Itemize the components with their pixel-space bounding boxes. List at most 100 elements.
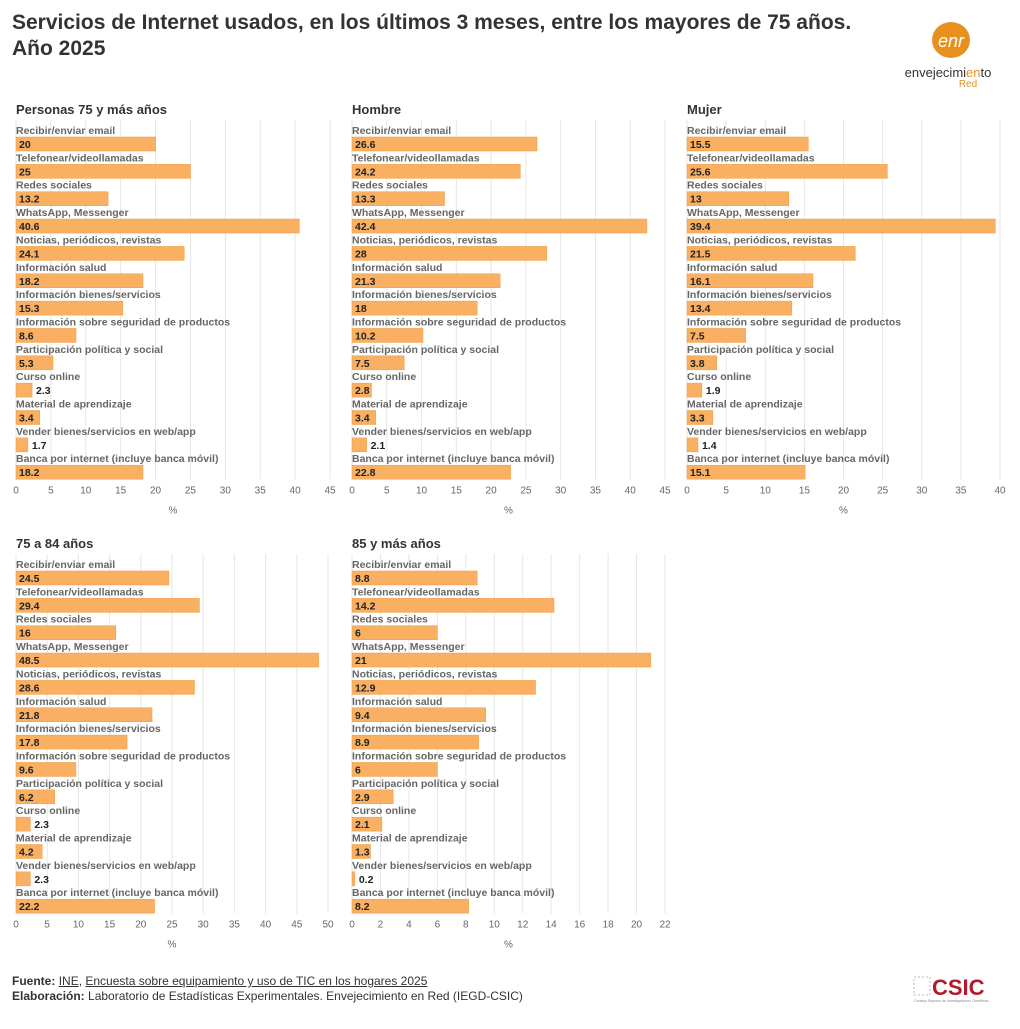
x-tick-label: 10: [489, 920, 501, 931]
value-label: 13.3: [355, 194, 376, 206]
value-label: 24.2: [355, 166, 376, 178]
category-label: Noticias, periódicos, revistas: [352, 234, 497, 246]
bar: [351, 191, 445, 206]
bar: [15, 246, 185, 261]
x-tick-label: 0: [349, 920, 355, 931]
x-axis-label: %: [839, 506, 848, 517]
bar: [351, 734, 479, 750]
x-tick-label: 15: [104, 920, 116, 931]
value-label: 16: [19, 628, 31, 640]
category-label: Noticias, periódicos, revistas: [687, 234, 832, 246]
panel-title: Personas 75 y más años: [16, 102, 167, 117]
value-label: 16.1: [690, 276, 711, 288]
bar: [351, 871, 356, 887]
x-tick-label: 30: [555, 486, 567, 497]
x-tick-label: 35: [955, 486, 967, 497]
category-label: WhatsApp, Messenger: [352, 641, 465, 653]
x-tick-label: 14: [546, 920, 558, 931]
category-label: Información bienes/servicios: [352, 723, 497, 735]
x-tick-label: 16: [574, 920, 586, 931]
x-tick-label: 22: [659, 920, 671, 931]
category-label: WhatsApp, Messenger: [352, 207, 465, 219]
bar: [351, 816, 383, 832]
bar: [15, 136, 156, 152]
value-label: 13: [690, 194, 702, 206]
bar: [686, 328, 746, 343]
x-axis-label: %: [504, 506, 513, 517]
bar: [15, 680, 195, 695]
x-tick-label: 10: [416, 486, 428, 497]
category-label: Noticias, periódicos, revistas: [16, 234, 161, 246]
bar: [351, 570, 478, 586]
x-tick-label: 10: [760, 486, 772, 497]
bar: [351, 300, 478, 316]
bar: [686, 246, 856, 261]
svg-text:CSIC: CSIC: [932, 975, 985, 1000]
bar: [15, 898, 155, 914]
bar: [351, 136, 538, 152]
category-label: Redes sociales: [16, 180, 92, 192]
x-tick-label: 20: [631, 920, 643, 931]
bar: [351, 598, 555, 613]
bar: [686, 410, 714, 425]
value-label: 24.1: [19, 248, 40, 260]
category-label: Participación política y social: [687, 344, 834, 356]
value-label: 28: [355, 248, 367, 260]
value-label: 2.8: [355, 385, 370, 397]
ine-link[interactable]: INE: [58, 974, 79, 988]
category-label: Material de aprendizaje: [16, 833, 132, 845]
value-label: 2.3: [34, 819, 49, 831]
category-label: Información salud: [352, 696, 442, 708]
x-axis-label: %: [168, 940, 177, 951]
survey-link[interactable]: Encuesta sobre equipamiento y uso de TIC…: [85, 974, 428, 988]
category-label: Vender bienes/servicios en web/app: [16, 426, 196, 438]
bar: [351, 844, 371, 859]
value-label: 25.6: [690, 166, 711, 178]
x-axis-label: %: [169, 506, 178, 517]
bar: [686, 437, 699, 453]
x-tick-label: 35: [229, 920, 241, 931]
bar: [351, 410, 376, 425]
value-label: 18.2: [19, 467, 40, 479]
value-label: 15.5: [690, 139, 711, 151]
value-label: 6: [355, 764, 361, 776]
category-label: Banca por internet (incluye banca móvil): [352, 887, 554, 899]
value-label: 26.6: [355, 139, 376, 151]
x-tick-label: 25: [166, 920, 178, 931]
x-tick-label: 50: [322, 920, 334, 931]
bar: [15, 844, 43, 859]
x-tick-label: 0: [684, 486, 690, 497]
value-label: 18: [355, 303, 367, 315]
bar: [15, 437, 29, 453]
bar: [15, 382, 33, 398]
value-label: 28.6: [19, 682, 40, 694]
category-label: Curso online: [352, 371, 416, 383]
value-label: 0.2: [359, 874, 374, 886]
category-label: Vender bienes/servicios en web/app: [16, 860, 196, 872]
category-label: Curso online: [16, 805, 80, 817]
bar: [15, 652, 319, 668]
category-label: Vender bienes/servicios en web/app: [352, 860, 532, 872]
bar: [351, 355, 405, 371]
bar: [15, 218, 300, 234]
category-label: Información salud: [687, 262, 777, 274]
x-tick-label: 15: [451, 486, 463, 497]
value-label: 7.5: [690, 330, 705, 342]
value-label: 6: [355, 628, 361, 640]
category-label: Telefonear/videollamadas: [16, 586, 144, 598]
category-label: Material de aprendizaje: [687, 399, 803, 411]
bar: [351, 246, 548, 261]
value-label: 22.8: [355, 467, 376, 479]
source-label: Fuente:: [12, 974, 56, 988]
category-label: Curso online: [352, 805, 416, 817]
bar: [686, 382, 703, 398]
category-label: Redes sociales: [352, 614, 428, 626]
category-label: Participación política y social: [16, 344, 163, 356]
value-label: 39.4: [690, 221, 711, 233]
value-label: 2.3: [36, 385, 51, 397]
value-label: 2.3: [34, 874, 49, 886]
x-tick-label: 5: [44, 920, 50, 931]
made-by-label: Elaboración:: [12, 989, 85, 1003]
category-label: Información sobre seguridad de productos: [352, 750, 566, 762]
